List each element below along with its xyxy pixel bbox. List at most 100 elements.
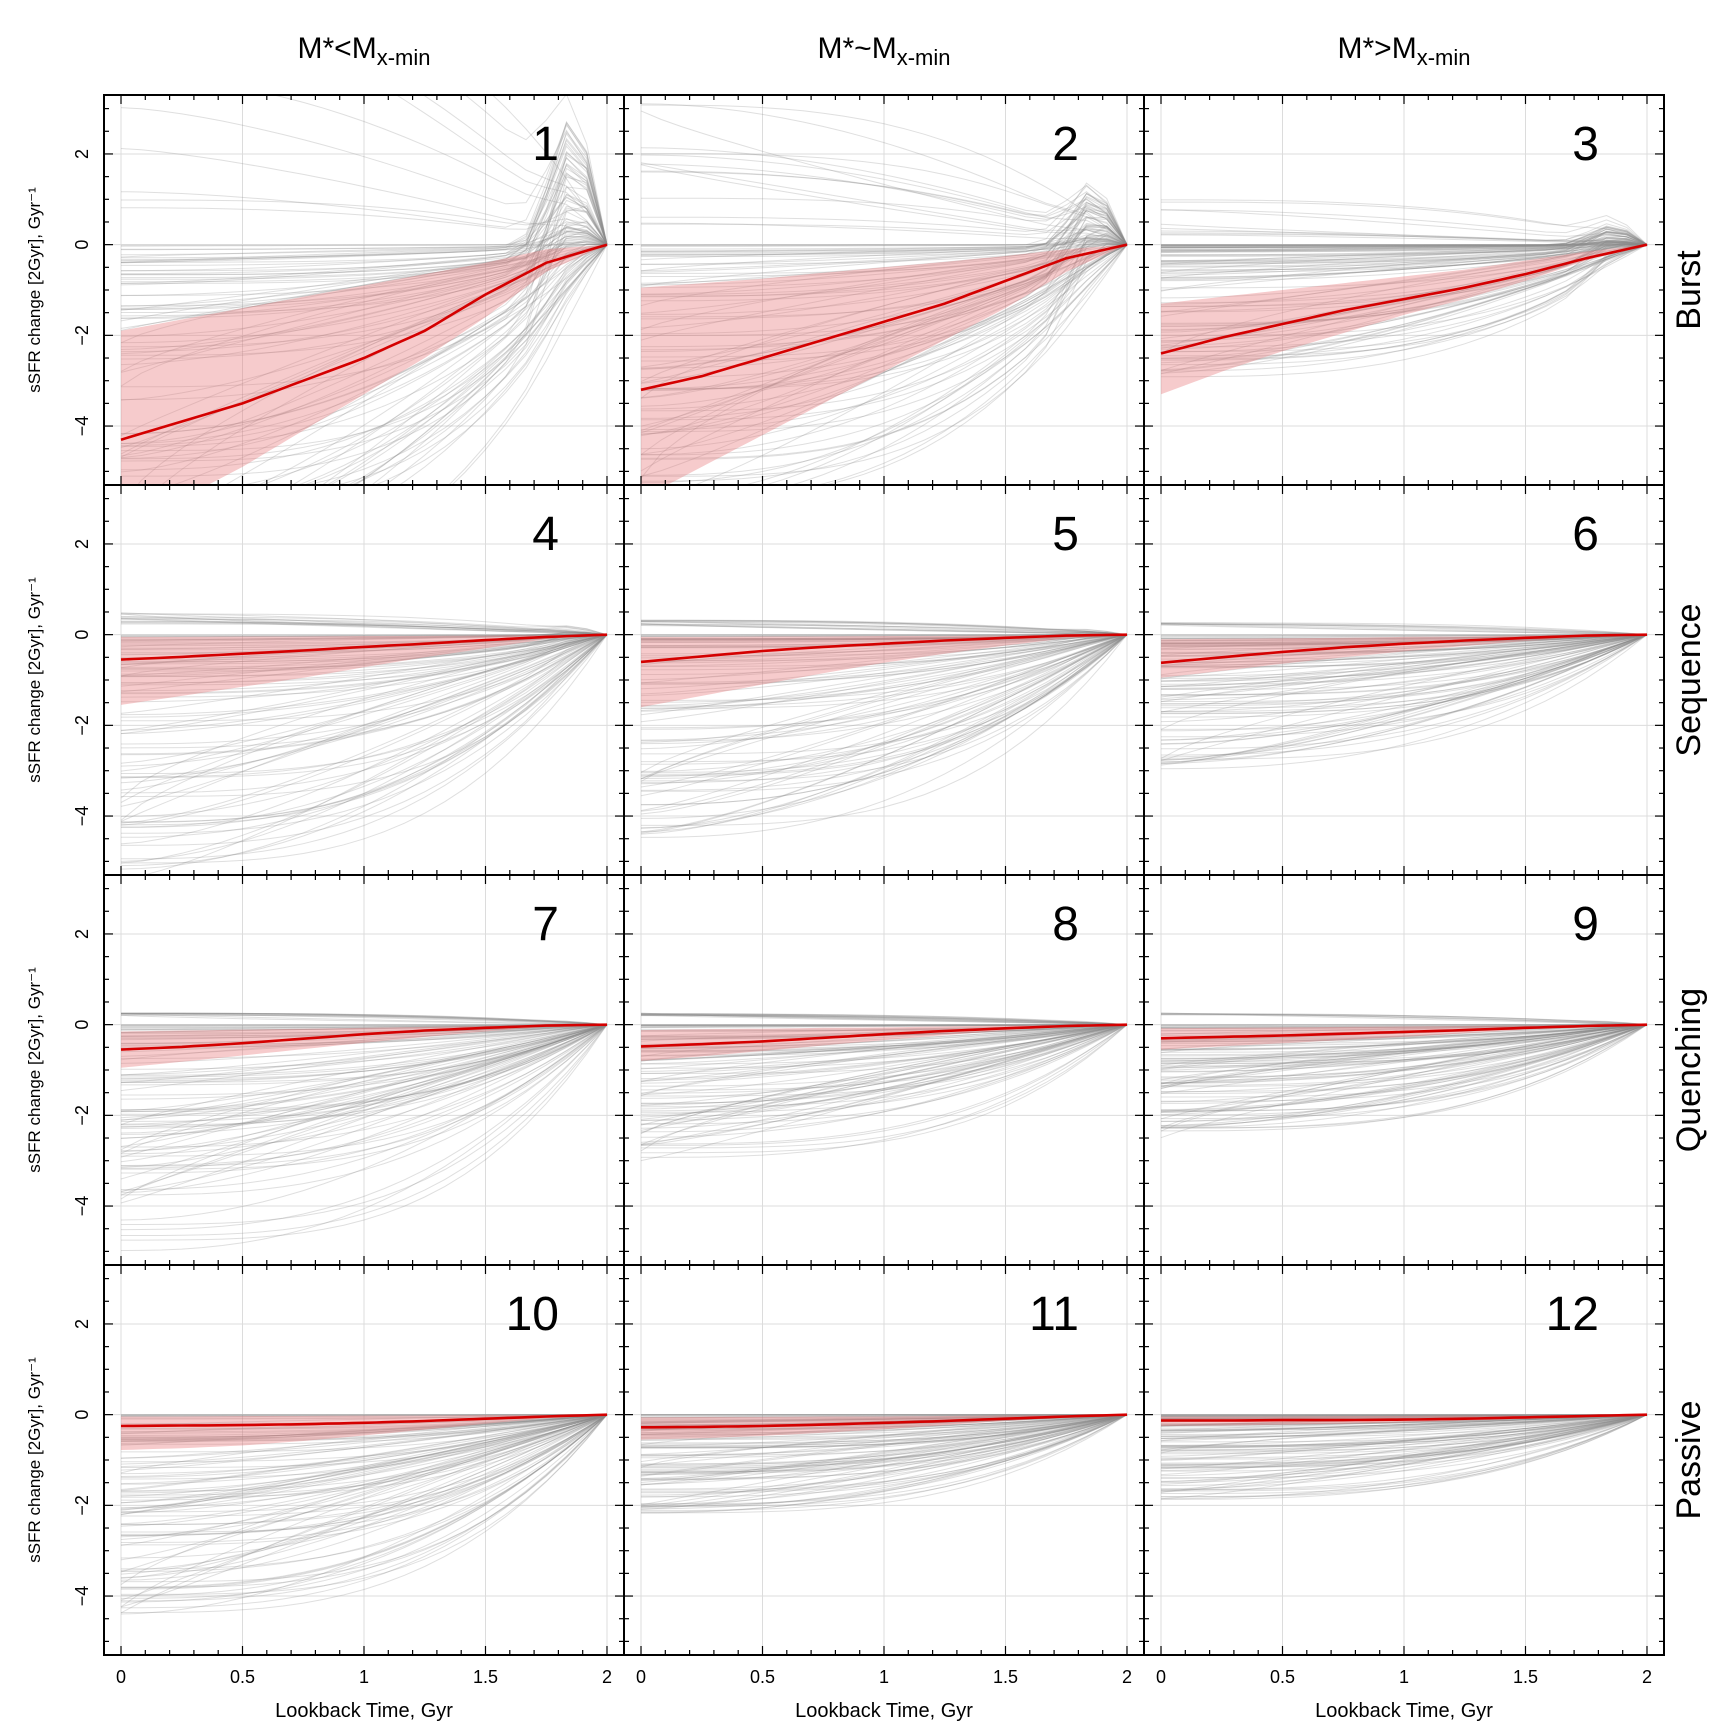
track-line (641, 634, 1128, 775)
track-line (1161, 1024, 1648, 1072)
track-line (1161, 1024, 1648, 1043)
track-line (640, 242, 1128, 369)
track-line (1161, 1024, 1648, 1094)
track-line (120, 1014, 608, 1026)
track-line (120, 230, 608, 307)
track-line (1161, 1024, 1648, 1042)
panel-plot-area (1144, 1265, 1664, 1655)
track-line (640, 171, 1128, 245)
track-line (1160, 242, 1648, 292)
track-line (1160, 1024, 1648, 1064)
track-line (121, 634, 608, 684)
panel-plot-area (624, 95, 1144, 485)
median-line (640, 633, 1128, 664)
track-line (120, 1414, 608, 1573)
track-line (120, 634, 608, 734)
track-line (640, 1414, 1128, 1486)
track-line (640, 1024, 1128, 1122)
track-line (641, 244, 1128, 477)
track-line (1161, 1414, 1648, 1498)
track-line (640, 1013, 1128, 1026)
track-line (1160, 634, 1648, 759)
track-line (121, 139, 608, 266)
axis-ticks (104, 1265, 624, 1655)
track-line (640, 1024, 1128, 1099)
track-line (1160, 1414, 1648, 1442)
track-line (640, 244, 1128, 456)
track-line (1161, 1014, 1648, 1026)
track-line (640, 634, 1128, 797)
track-line (120, 1414, 608, 1478)
track-line (1161, 1414, 1648, 1446)
track-line (121, 622, 608, 636)
track-line (1160, 242, 1648, 372)
track-line (120, 633, 608, 648)
track-line (640, 1414, 1128, 1435)
track-line (1161, 1414, 1648, 1468)
track-line (640, 625, 1128, 636)
track-line (640, 1024, 1128, 1081)
track-line (641, 1414, 1128, 1447)
track-line (121, 634, 608, 692)
track-line (121, 1024, 607, 1027)
track-line (120, 633, 608, 677)
track-line (120, 107, 608, 245)
track-line (641, 244, 1128, 421)
track-line (1160, 1414, 1648, 1449)
track-line (1161, 1414, 1648, 1451)
track-line (1160, 1414, 1648, 1437)
track-line (121, 1414, 608, 1536)
track-line (1160, 634, 1648, 701)
track-line (641, 1414, 1128, 1456)
track-line (241, 244, 608, 485)
panel-9: 9 (1143, 874, 1665, 1266)
track-line (641, 1414, 1128, 1445)
track-line (641, 1024, 1128, 1154)
track-line (1161, 1024, 1648, 1129)
track-line (1161, 1024, 1648, 1060)
track-line (121, 1414, 608, 1442)
track-line (641, 244, 1128, 433)
track-line (640, 1013, 1128, 1026)
track-line (640, 1024, 1128, 1146)
track-line (121, 634, 608, 686)
track-line (329, 244, 608, 485)
track-line (121, 1024, 608, 1033)
track-line (641, 634, 1128, 784)
y-axis-labels: sSFR change [2Gyr], Gyr⁻¹ sSFR change [2G… (25, 187, 44, 1563)
median-line (1160, 1023, 1648, 1040)
track-line (121, 244, 608, 477)
track-line (1161, 244, 1648, 273)
track-line (1160, 634, 1648, 745)
track-line (121, 634, 608, 663)
y-tick-label: −2 (72, 1105, 92, 1126)
track-line (1160, 634, 1648, 703)
track-line (641, 207, 1128, 252)
track-line (640, 244, 1128, 399)
track-line (640, 1414, 1128, 1510)
track-line (120, 194, 608, 331)
track-line (120, 634, 608, 823)
track-line (641, 1414, 1128, 1449)
track-line (640, 634, 1128, 834)
track-line (1160, 634, 1648, 741)
track-line (120, 634, 608, 821)
track-line (1161, 1024, 1648, 1053)
track-line (640, 240, 1128, 286)
track-line (451, 244, 608, 485)
track-line (641, 1015, 1128, 1026)
track-line (120, 1024, 608, 1053)
track-line (1160, 1024, 1648, 1071)
track-line (1160, 1024, 1648, 1088)
track-line (641, 1414, 1128, 1438)
track-line (1161, 233, 1648, 246)
track-line (640, 634, 1128, 812)
track-line (641, 225, 1128, 482)
column-title-3: M*>Mx-min (1338, 32, 1471, 70)
track-line (641, 634, 1128, 667)
panel-number: 1 (532, 118, 559, 171)
track-line (121, 634, 608, 722)
track-line (120, 1024, 608, 1125)
track-line (1160, 230, 1648, 246)
